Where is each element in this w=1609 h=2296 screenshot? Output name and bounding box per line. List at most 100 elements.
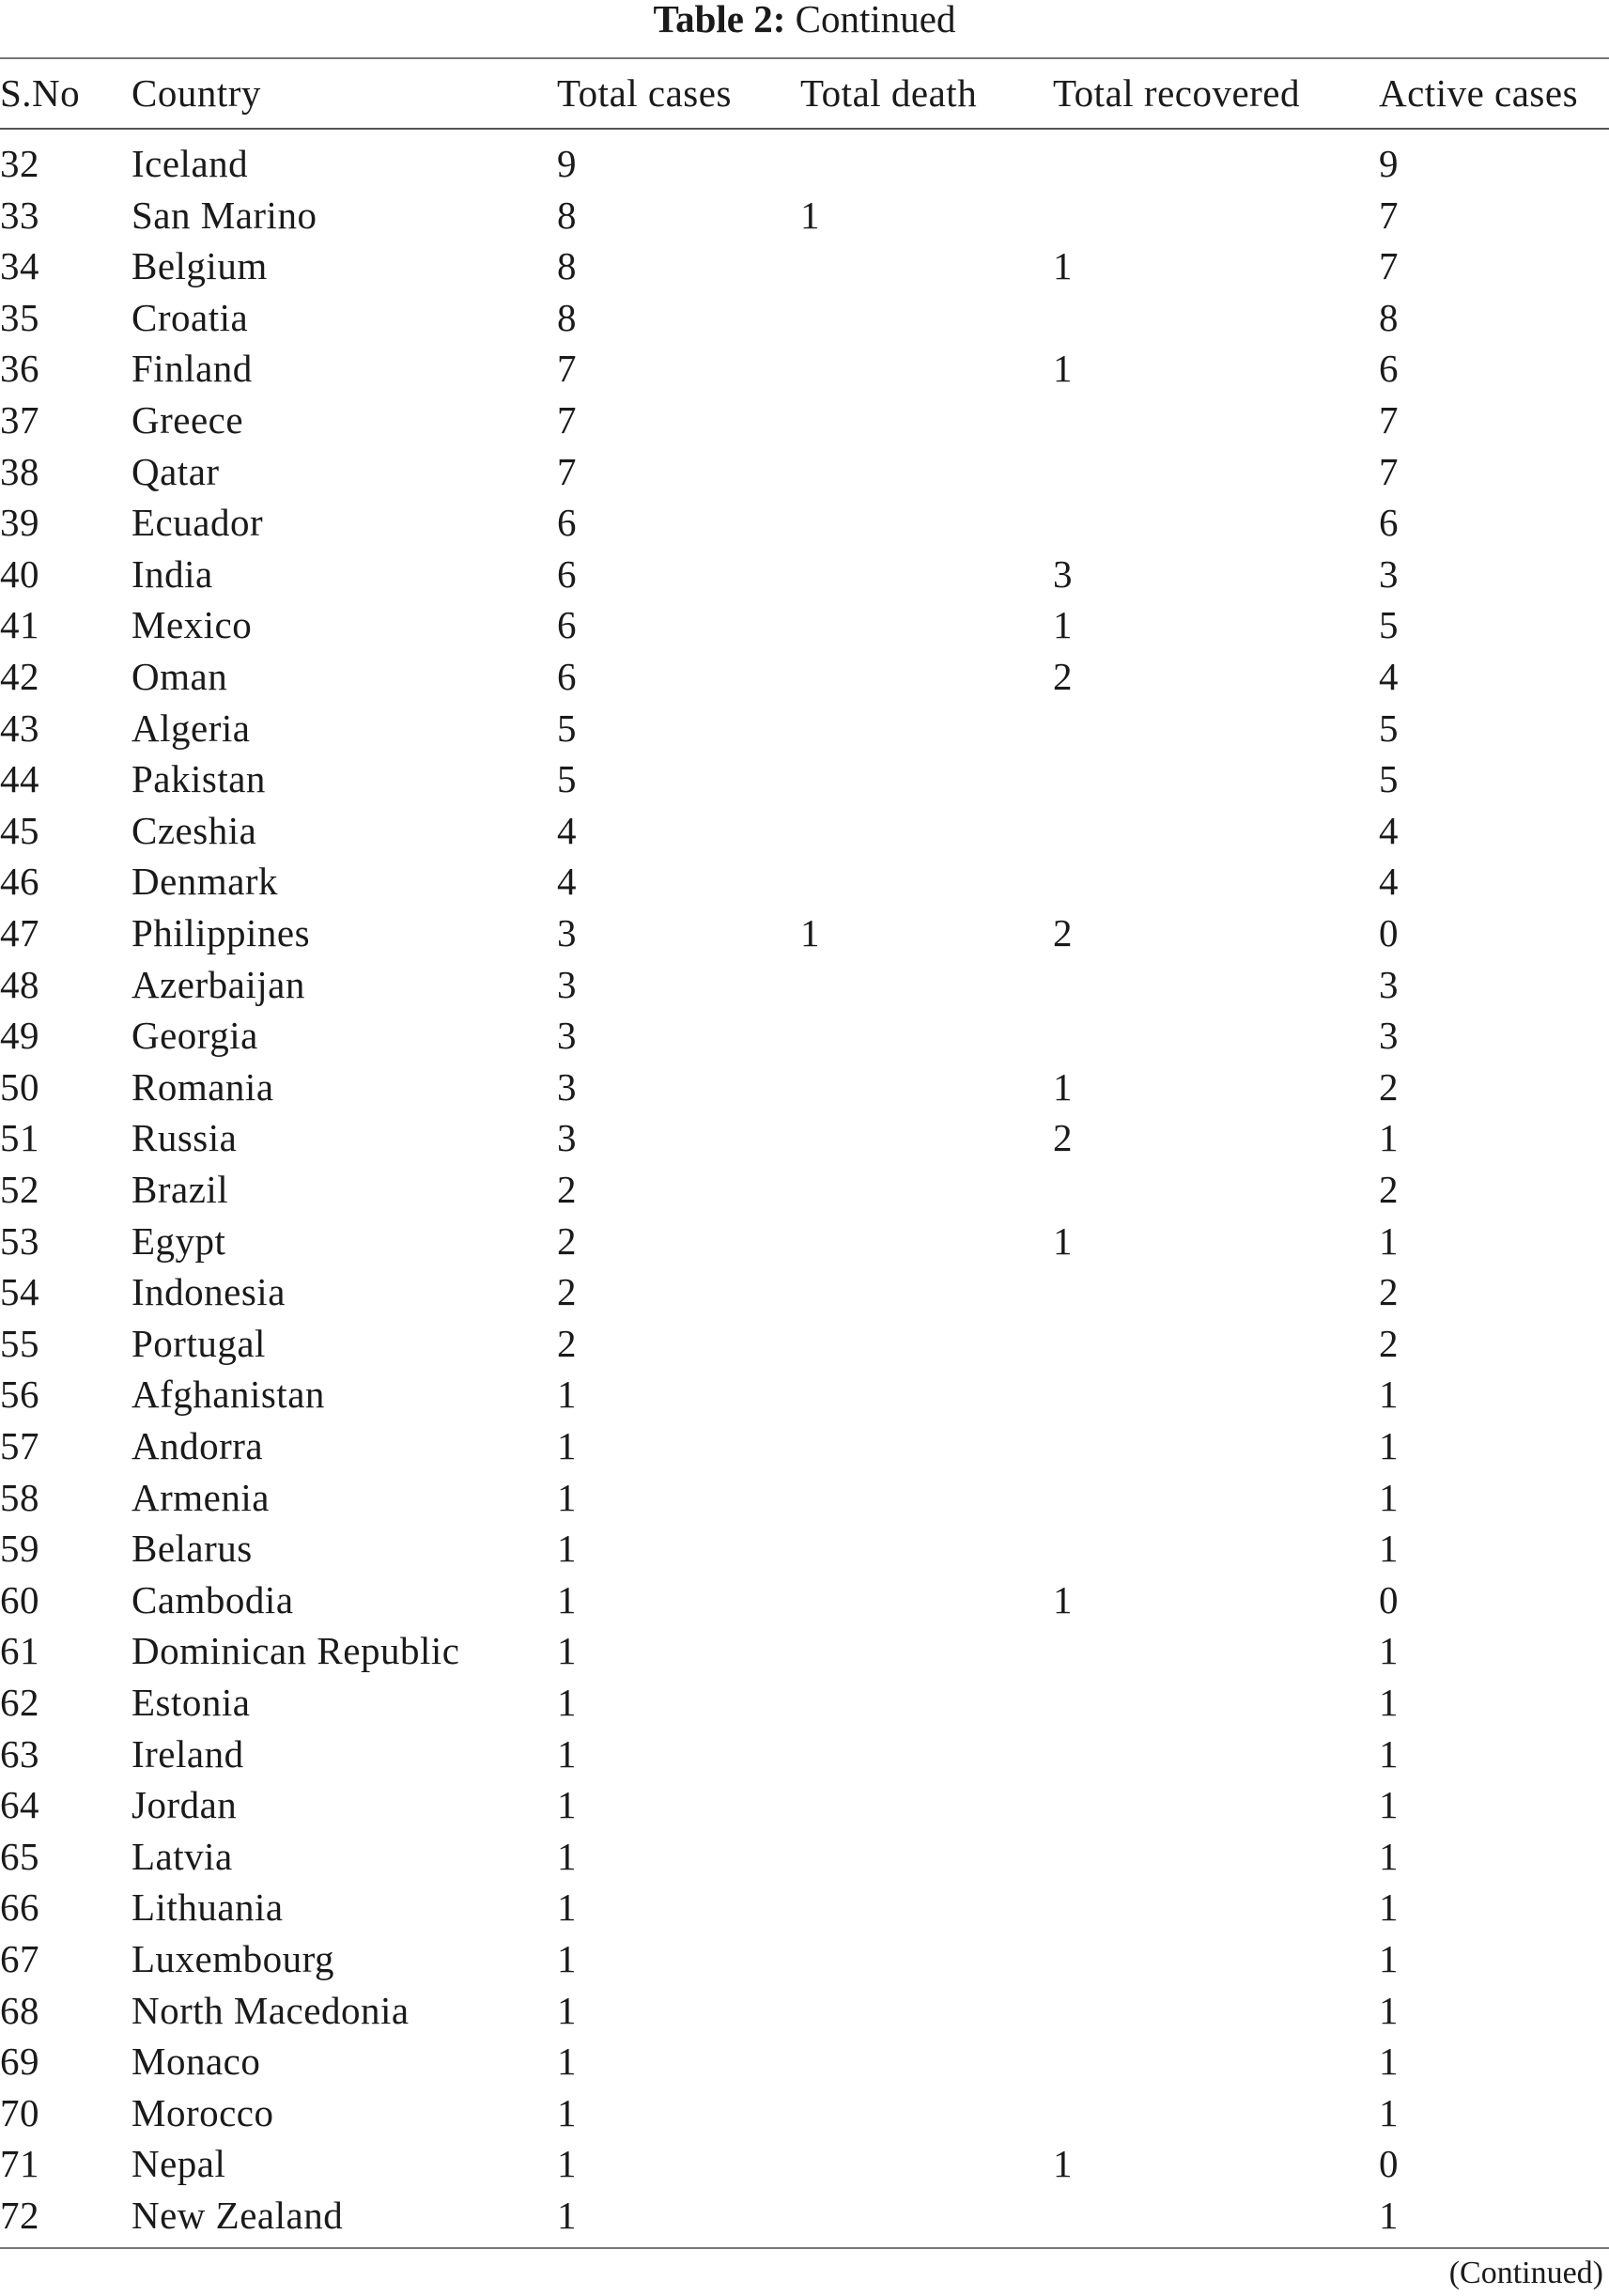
cell-active-cases: 1 <box>1379 1424 1399 1467</box>
column-header-sno: S.No <box>0 71 81 115</box>
cell-active-cases: 4 <box>1379 655 1399 698</box>
cell-active-cases: 3 <box>1379 1014 1399 1058</box>
cell-active-cases: 8 <box>1379 295 1399 339</box>
cell-total-recovered: 1 <box>1053 603 1073 647</box>
column-header-total-death: Total death <box>800 71 978 115</box>
cell-country: San Marino <box>132 193 317 237</box>
cell-active-cases: 1 <box>1379 1373 1399 1417</box>
cell-total-cases: 7 <box>557 398 577 442</box>
cell-active-cases: 1 <box>1379 1783 1399 1827</box>
cell-sno: 51 <box>0 1116 39 1160</box>
cell-country: New Zealand <box>132 2194 344 2237</box>
cell-country: Azerbaijan <box>132 962 305 1006</box>
cell-active-cases: 1 <box>1379 1731 1399 1776</box>
table-label: Table 2: <box>653 0 786 40</box>
table-caption: Table 2: Continued <box>0 0 1609 41</box>
cell-country: Armenia <box>132 1475 270 1519</box>
cell-active-cases: 6 <box>1379 501 1399 545</box>
cell-country: India <box>132 551 213 596</box>
table-row: 54 Indonesia 2 2 <box>0 1266 1609 1317</box>
cell-total-recovered: 1 <box>1053 1577 1073 1621</box>
cell-sno: 38 <box>0 449 39 493</box>
table-row: 38 Qatar 7 7 <box>0 446 1609 497</box>
table-row: 50 Romania 3 1 2 <box>0 1062 1609 1112</box>
table-row: 43 Algeria 5 5 <box>0 703 1609 753</box>
cell-total-cases: 2 <box>557 1321 577 1365</box>
cell-active-cases: 1 <box>1379 1527 1399 1571</box>
table-row: 58 Armenia 1 1 <box>0 1472 1609 1523</box>
cell-active-cases: 5 <box>1379 603 1399 647</box>
cell-country: Croatia <box>132 295 249 339</box>
column-header-country: Country <box>132 71 261 115</box>
table-header-row: S.No Country Total cases Total death Total r… <box>0 68 1609 118</box>
table-row: 63 Ireland 1 1 <box>0 1729 1609 1779</box>
cell-sno: 62 <box>0 1681 39 1724</box>
table-row: 49 Georgia 3 3 <box>0 1010 1609 1061</box>
table-row: 57 Andorra 1 1 <box>0 1420 1609 1471</box>
cell-total-recovered: 1 <box>1053 1064 1073 1109</box>
cell-sno: 46 <box>0 860 39 904</box>
table-row: 68 North Macedonia 1 1 <box>0 1985 1609 2036</box>
cell-country: Ecuador <box>132 501 264 545</box>
cell-total-cases: 6 <box>557 551 577 596</box>
cell-active-cases: 3 <box>1379 551 1399 596</box>
cell-active-cases: 2 <box>1379 1064 1399 1109</box>
cell-active-cases: 6 <box>1379 347 1399 391</box>
cell-total-cases: 8 <box>557 244 577 288</box>
cell-active-cases: 0 <box>1379 1577 1399 1621</box>
cell-active-cases: 5 <box>1379 757 1399 801</box>
cell-sno: 69 <box>0 2040 39 2084</box>
cell-country: Russia <box>132 1116 238 1160</box>
table-row: 71 Nepal 1 1 0 <box>0 2138 1609 2189</box>
cell-country: Indonesia <box>132 1270 286 1314</box>
cell-total-recovered: 2 <box>1053 655 1073 698</box>
table-row: 44 Pakistan 5 5 <box>0 753 1609 804</box>
table-row: 70 Morocco 1 1 <box>0 2087 1609 2138</box>
cell-active-cases: 2 <box>1379 1321 1399 1365</box>
cell-country: Portugal <box>132 1321 266 1365</box>
header-rule <box>0 128 1609 130</box>
cell-sno: 45 <box>0 808 39 852</box>
cell-total-cases: 1 <box>557 2040 577 2084</box>
cell-country: Iceland <box>132 142 249 185</box>
cell-total-cases: 8 <box>557 295 577 339</box>
cell-total-cases: 1 <box>557 1681 577 1724</box>
cell-sno: 53 <box>0 1218 39 1263</box>
cell-total-cases: 7 <box>557 449 577 493</box>
cell-active-cases: 7 <box>1379 244 1399 288</box>
cell-sno: 34 <box>0 244 39 288</box>
cell-country: North Macedonia <box>132 1988 410 2032</box>
table-row: 52 Brazil 2 2 <box>0 1164 1609 1215</box>
cell-total-cases: 1 <box>557 1577 577 1621</box>
cell-total-cases: 3 <box>557 1014 577 1058</box>
cell-sno: 71 <box>0 2142 39 2186</box>
cell-total-cases: 1 <box>557 1783 577 1827</box>
cell-sno: 59 <box>0 1527 39 1571</box>
cell-active-cases: 7 <box>1379 398 1399 442</box>
cell-sno: 49 <box>0 1014 39 1058</box>
cell-total-recovered: 2 <box>1053 1116 1073 1160</box>
cell-total-recovered: 2 <box>1053 911 1073 954</box>
cell-country: Brazil <box>132 1168 229 1211</box>
cell-country: Philippines <box>132 911 311 954</box>
column-header-total-cases: Total cases <box>557 71 732 115</box>
cell-sno: 32 <box>0 142 39 185</box>
cell-total-cases: 6 <box>557 603 577 647</box>
cell-sno: 47 <box>0 911 39 954</box>
cell-total-recovered: 1 <box>1053 347 1073 391</box>
cell-total-cases: 1 <box>557 1373 577 1417</box>
cell-total-cases: 2 <box>557 1270 577 1314</box>
cell-active-cases: 2 <box>1379 1270 1399 1314</box>
cell-total-cases: 6 <box>557 655 577 698</box>
cell-active-cases: 1 <box>1379 1834 1399 1878</box>
cell-total-recovered: 1 <box>1053 1218 1073 1263</box>
cell-active-cases: 5 <box>1379 706 1399 750</box>
cell-active-cases: 1 <box>1379 2194 1399 2237</box>
cell-sno: 40 <box>0 551 39 596</box>
cell-total-cases: 1 <box>557 1937 577 1980</box>
cell-country: Lithuania <box>132 1885 284 1930</box>
cell-sno: 52 <box>0 1168 39 1211</box>
table-row: 53 Egypt 2 1 1 <box>0 1216 1609 1266</box>
cell-total-cases: 1 <box>557 1834 577 1878</box>
cell-active-cases: 7 <box>1379 449 1399 493</box>
